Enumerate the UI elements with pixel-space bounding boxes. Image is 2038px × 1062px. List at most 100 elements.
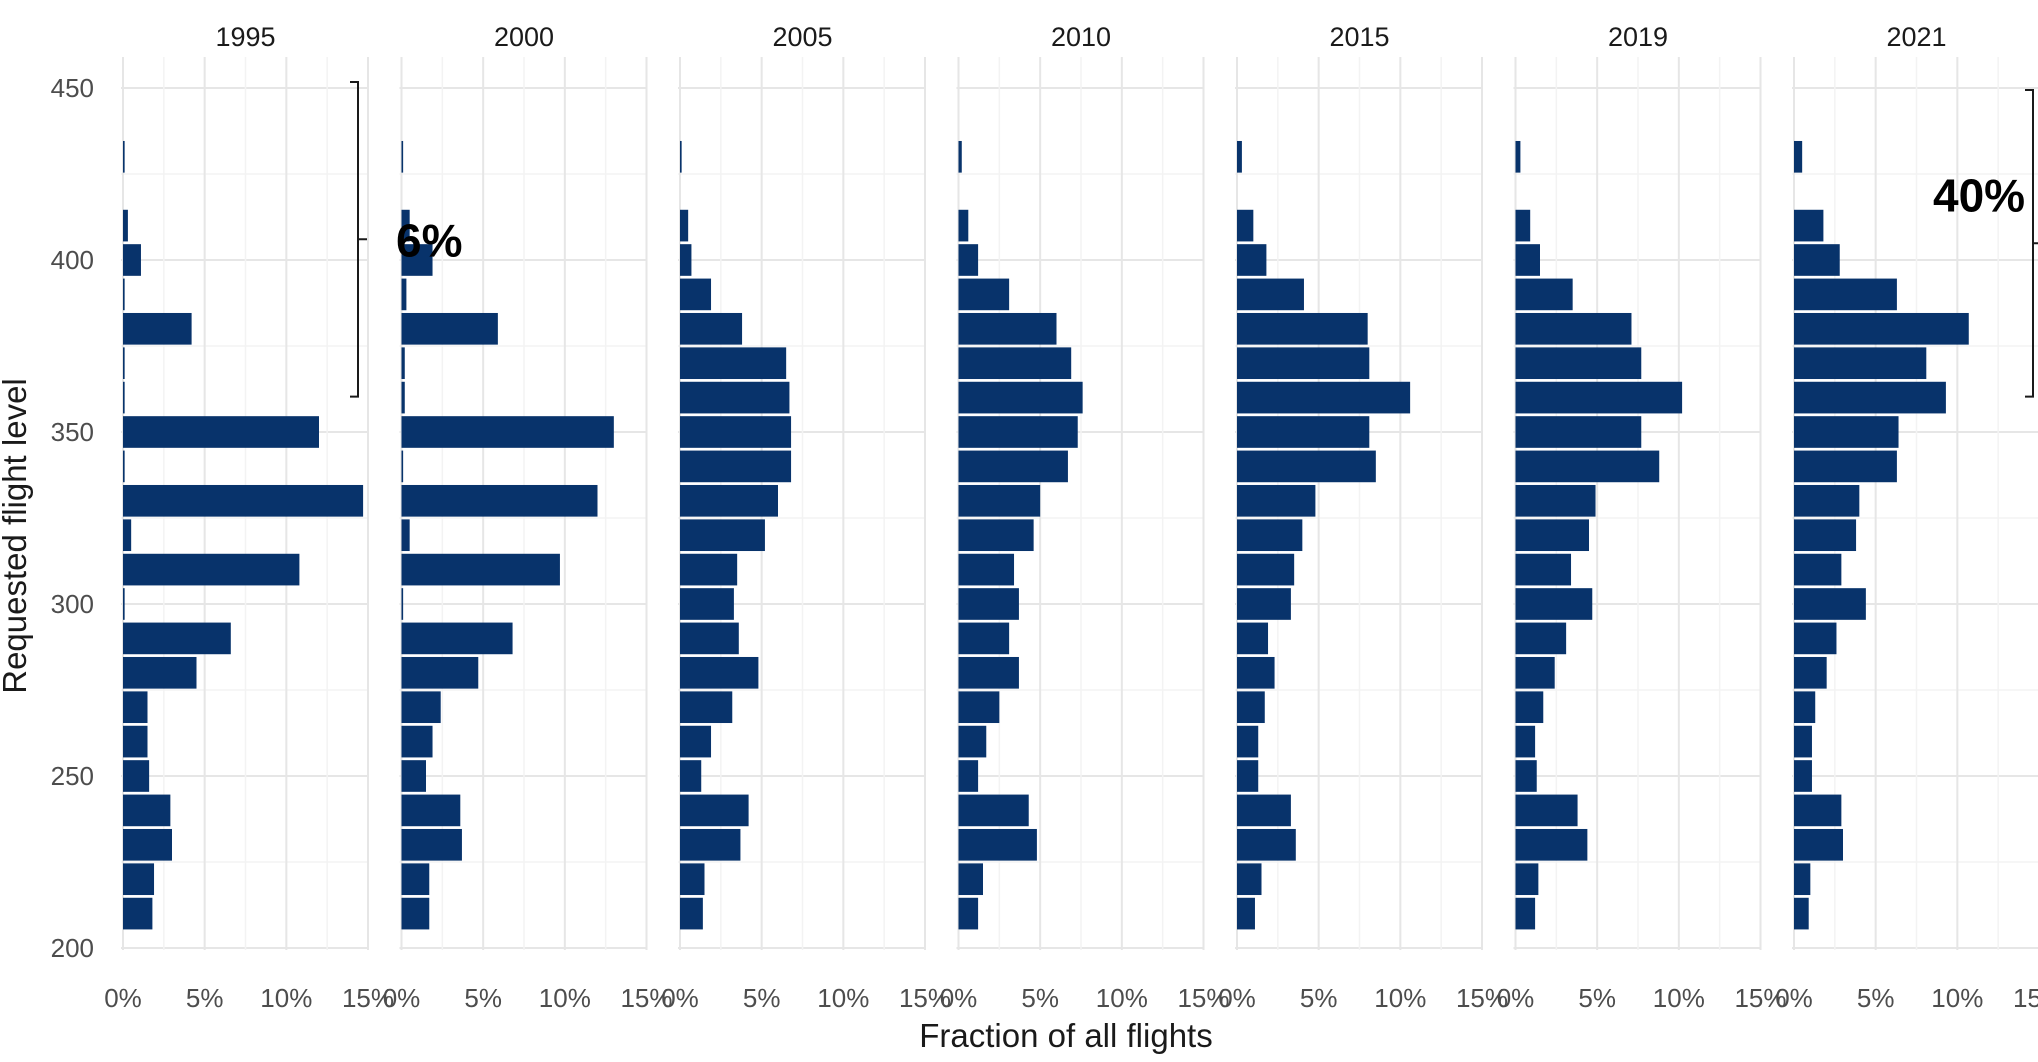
bar (958, 450, 1068, 483)
bar (680, 347, 787, 380)
bar (1794, 416, 1899, 448)
bar (1237, 897, 1255, 930)
bar (401, 725, 433, 758)
bar (123, 828, 172, 861)
bar (1794, 209, 1824, 242)
bar (958, 347, 1072, 380)
bar (958, 519, 1034, 552)
bar (1794, 588, 1866, 620)
bar (1515, 519, 1589, 552)
panel-year-label: 2019 (1608, 22, 1668, 52)
bar (123, 725, 148, 758)
x-tick-label: 10% (1931, 983, 1983, 1013)
bar (958, 725, 987, 758)
bar (123, 622, 231, 655)
bar (680, 416, 792, 448)
bar (1237, 347, 1370, 380)
x-tick-label: 0% (1775, 983, 1813, 1013)
bar (1515, 794, 1578, 827)
bar (123, 553, 300, 586)
x-tick-label: 15% (1734, 983, 1786, 1013)
bar (958, 484, 1041, 517)
bar (123, 450, 125, 483)
x-tick-label: 15% (620, 983, 672, 1013)
bar (1794, 656, 1827, 689)
bar (1794, 278, 1897, 311)
bar (958, 312, 1057, 345)
x-tick-label: 0% (383, 983, 421, 1013)
bar (401, 244, 433, 276)
panel-year-label: 2021 (1886, 22, 1946, 52)
bar (1515, 691, 1544, 724)
bar (680, 863, 705, 896)
bar (680, 484, 778, 517)
bar (1794, 381, 1946, 414)
x-tick-label: 5% (186, 983, 224, 1013)
bar (123, 416, 319, 448)
bar (1515, 381, 1683, 414)
bar (401, 278, 407, 311)
bar (1237, 760, 1259, 792)
bar (1515, 828, 1588, 861)
bar (1237, 588, 1291, 620)
bar (958, 760, 979, 792)
x-tick-label: 0% (1218, 983, 1256, 1013)
x-tick-label: 10% (1653, 983, 1705, 1013)
bar (1237, 794, 1291, 827)
bar (123, 140, 125, 173)
bar (680, 794, 749, 827)
bar (1515, 244, 1540, 276)
bar (401, 656, 479, 689)
bar (958, 622, 1010, 655)
bar (958, 416, 1078, 448)
bar (1515, 209, 1531, 242)
bar (1515, 656, 1555, 689)
y-tick-label: 250 (51, 761, 94, 791)
bar (1515, 484, 1596, 517)
annotation-layer: 6% 40% (350, 81, 2038, 398)
bar (123, 863, 155, 896)
bar (1237, 450, 1376, 483)
bar (123, 244, 141, 276)
bar (958, 691, 1000, 724)
x-tick-label: 10% (1374, 983, 1426, 1013)
bar (1515, 553, 1572, 586)
bar (123, 588, 125, 620)
x-tick-label: 15% (2013, 983, 2038, 1013)
bar (123, 484, 364, 517)
x-tick-label: 0% (104, 983, 142, 1013)
bar (401, 553, 560, 586)
bar (401, 588, 404, 620)
y-tick-label: 300 (51, 589, 94, 619)
bar (1515, 622, 1567, 655)
bar (401, 519, 410, 552)
bar (401, 622, 513, 655)
bar (958, 209, 969, 242)
x-tick-label: 15% (1177, 983, 1229, 1013)
bar (401, 416, 614, 448)
bar (401, 897, 430, 930)
bar (1515, 897, 1536, 930)
bar (1237, 140, 1242, 173)
bar (958, 897, 979, 930)
bar (1794, 794, 1842, 827)
bar (1515, 347, 1642, 380)
bar (1794, 312, 1969, 345)
bar (1794, 725, 1812, 758)
bar (1237, 725, 1259, 758)
panel-year-label: 2010 (1051, 22, 1111, 52)
bar (1794, 244, 1840, 276)
bar (1237, 828, 1296, 861)
x-tick-label: 15% (1456, 983, 1508, 1013)
bar (680, 622, 739, 655)
bar (1237, 416, 1370, 448)
bar (958, 863, 983, 896)
bar (1237, 622, 1269, 655)
bar (680, 209, 689, 242)
x-tick-label: 10% (260, 983, 312, 1013)
y-axis-title: Requested flight level (0, 378, 33, 694)
bracket-annotation (2025, 89, 2038, 398)
x-tick-label: 5% (1300, 983, 1338, 1013)
bar (1794, 140, 1803, 173)
